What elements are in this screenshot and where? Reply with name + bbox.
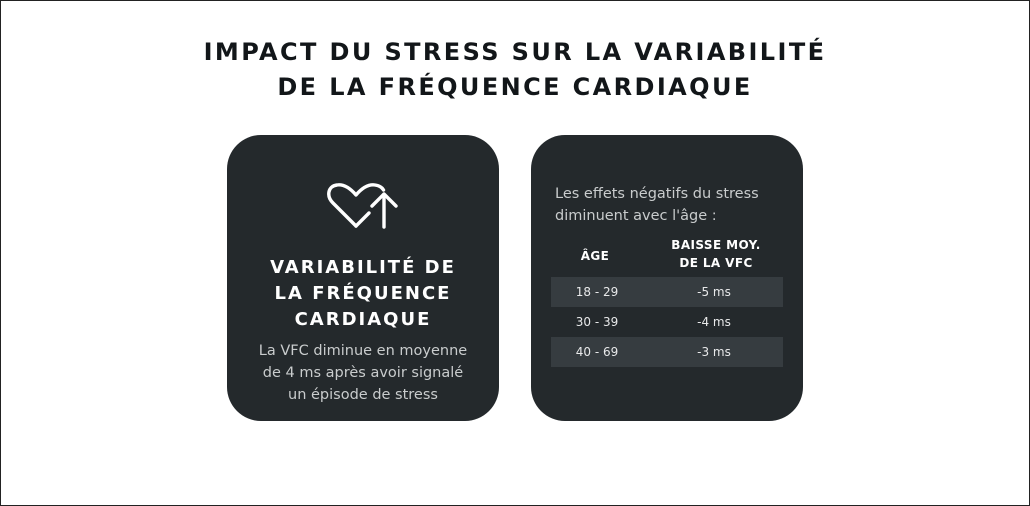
hrv-drop-cell: -5 ms — [697, 285, 731, 299]
age-effect-intro-line: diminuent avec l'âge : — [555, 208, 717, 224]
column-header-hrv-drop: BAISSE MOY. DE LA VFC — [649, 236, 783, 272]
hrv-card-heading-line: CARDIAQUE — [294, 309, 432, 330]
heart-arrow-up-icon — [327, 183, 398, 229]
hrv-drop-cell: -4 ms — [697, 315, 731, 329]
table-row: 40 - 69 -3 ms — [551, 337, 783, 367]
column-header-hrv-drop-line: BAISSE MOY. — [671, 238, 761, 252]
hrv-drop-cell: -3 ms — [697, 345, 731, 359]
column-header-hrv-drop-line: DE LA VFC — [679, 256, 753, 270]
hrv-card: VARIABILITÉ DE LA FRÉQUENCE CARDIAQUE La… — [227, 135, 499, 421]
page-title-line-2: DE LA FRÉQUENCE CARDIAQUE — [277, 73, 753, 101]
column-header-age: ÂGE — [580, 249, 610, 263]
table-row: 30 - 39 -4 ms — [551, 307, 783, 337]
hrv-card-heading: VARIABILITÉ DE LA FRÉQUENCE CARDIAQUE — [227, 255, 499, 333]
hrv-card-description-line: de 4 ms après avoir signalé — [262, 365, 464, 381]
page-title-line-1: IMPACT DU STRESS SUR LA VARIABILITÉ — [203, 38, 827, 66]
age-effect-intro: Les effets négatifs du stress diminuent … — [555, 183, 759, 227]
age-range-cell: 18 - 29 — [575, 285, 619, 299]
hrv-card-heading-line: LA FRÉQUENCE — [274, 283, 452, 304]
age-effect-card: Les effets négatifs du stress diminuent … — [531, 135, 803, 421]
hrv-card-heading-line: VARIABILITÉ DE — [270, 257, 456, 278]
hrv-card-description-line: un épisode de stress — [288, 387, 438, 403]
table-row: 18 - 29 -5 ms — [551, 277, 783, 307]
hrv-card-description: La VFC diminue en moyenne de 4 ms après … — [227, 340, 499, 406]
age-effect-intro-line: Les effets négatifs du stress — [555, 186, 759, 202]
page-title: IMPACT DU STRESS SUR LA VARIABILITÉ DE L… — [1, 35, 1029, 105]
age-range-cell: 30 - 39 — [575, 315, 619, 329]
hrv-card-description-line: La VFC diminue en moyenne — [258, 343, 468, 359]
age-range-cell: 40 - 69 — [575, 345, 619, 359]
